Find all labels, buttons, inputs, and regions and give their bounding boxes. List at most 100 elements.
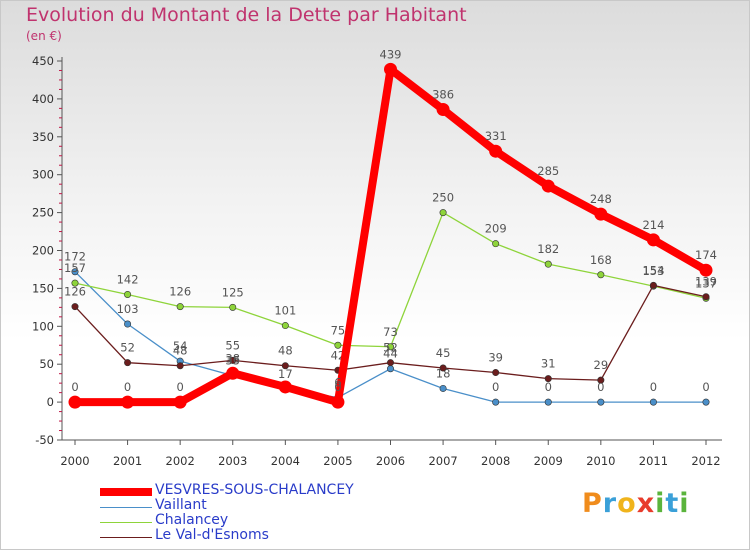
data-label: 153 <box>642 264 664 278</box>
logo-letter: P <box>582 488 603 519</box>
data-label: 52 <box>120 341 135 355</box>
x-tick-label: 2005 <box>323 454 352 468</box>
data-point <box>176 362 184 370</box>
y-tick-label: 100 <box>32 319 54 333</box>
y-tick-label: 0 <box>47 395 54 409</box>
x-tick-label: 2002 <box>166 454 195 468</box>
data-label: 75 <box>331 323 346 337</box>
data-label: 52 <box>383 341 398 355</box>
data-point <box>386 343 394 351</box>
data-point <box>649 398 657 406</box>
data-label: 168 <box>590 253 612 267</box>
data-point <box>71 303 79 311</box>
data-label: 101 <box>274 304 296 318</box>
proxiti-logo: Proxiti <box>582 488 690 519</box>
logo-letter: i <box>679 488 690 519</box>
data-label: 182 <box>537 242 559 256</box>
data-point <box>439 384 447 392</box>
x-tick-label: 2010 <box>586 454 615 468</box>
data-point <box>489 144 503 158</box>
data-label: 386 <box>432 88 454 102</box>
data-point <box>699 263 713 277</box>
data-label: 125 <box>222 285 244 299</box>
data-label: 39 <box>488 351 503 365</box>
data-point <box>544 260 552 268</box>
data-point <box>334 341 342 349</box>
x-tick-label: 2007 <box>428 454 457 468</box>
y-axis-unit-label: (en €) <box>26 29 62 43</box>
legend-swatch <box>100 488 152 496</box>
logo-letter: o <box>617 488 637 519</box>
data-point <box>384 62 397 76</box>
data-label: 48 <box>278 344 293 358</box>
data-point <box>386 365 394 373</box>
logo-letter: r <box>602 488 618 519</box>
data-label: 0 <box>597 380 604 394</box>
data-label: 0 <box>124 380 131 394</box>
data-point <box>229 303 237 311</box>
data-label: 174 <box>695 248 717 262</box>
data-point <box>173 395 187 409</box>
data-label: 35 <box>225 354 240 368</box>
y-tick-label: 200 <box>32 244 54 258</box>
data-point <box>331 395 345 409</box>
x-tick-label: 2011 <box>639 454 668 468</box>
x-tick-label: 2008 <box>481 454 510 468</box>
y-tick-label: -50 <box>35 433 54 447</box>
y-tick-label: 150 <box>32 281 54 295</box>
data-point <box>121 395 135 409</box>
data-point <box>649 281 657 289</box>
data-point <box>71 268 79 276</box>
data-label: 154 <box>642 263 664 277</box>
data-point <box>594 207 608 221</box>
x-tick-label: 2004 <box>271 454 300 468</box>
data-label: 18 <box>436 366 451 380</box>
data-label: 172 <box>64 250 86 264</box>
data-label: 38 <box>225 351 240 365</box>
data-point <box>124 359 132 367</box>
x-tick-label: 2006 <box>376 454 405 468</box>
data-point <box>124 290 132 298</box>
data-label: 0 <box>545 380 552 394</box>
data-label: 48 <box>173 344 188 358</box>
legend-label: VESVRES-SOUS-CHALANCEY <box>155 482 354 498</box>
legend-swatch <box>100 521 152 523</box>
data-point <box>124 320 132 328</box>
x-tick-label: 2012 <box>691 454 720 468</box>
legend-label: Le Val-d'Esnoms <box>155 527 269 543</box>
data-point <box>68 395 82 409</box>
data-label: 0 <box>177 380 184 394</box>
data-label: 0 <box>71 380 78 394</box>
data-label: 0 <box>702 380 709 394</box>
y-tick-label: 450 <box>32 54 54 68</box>
data-label: 0 <box>334 380 341 394</box>
data-label: 331 <box>485 129 507 143</box>
legend-label: Vaillant <box>155 497 207 513</box>
data-point <box>702 398 710 406</box>
data-point <box>436 103 450 117</box>
x-tick-label: 2003 <box>218 454 247 468</box>
data-point <box>646 233 660 247</box>
data-label: 0 <box>492 380 499 394</box>
data-point <box>439 364 447 372</box>
data-point <box>492 240 500 248</box>
data-label: 439 <box>380 47 402 61</box>
data-label: 157 <box>64 261 86 275</box>
data-label: 103 <box>117 302 139 316</box>
data-label: 248 <box>590 192 612 206</box>
data-point <box>386 359 394 367</box>
data-label: 55 <box>225 338 240 352</box>
data-point <box>492 369 500 377</box>
data-label: 126 <box>64 285 86 299</box>
data-label: 44 <box>383 347 398 361</box>
data-label: 214 <box>642 218 664 232</box>
data-point <box>226 366 240 380</box>
legend-swatch <box>100 506 152 508</box>
data-label: 54 <box>173 339 188 353</box>
data-point <box>439 209 447 217</box>
data-label: 45 <box>436 346 451 360</box>
x-tick-label: 2009 <box>534 454 563 468</box>
data-point <box>597 398 605 406</box>
data-point <box>597 271 605 279</box>
data-point <box>702 293 710 301</box>
